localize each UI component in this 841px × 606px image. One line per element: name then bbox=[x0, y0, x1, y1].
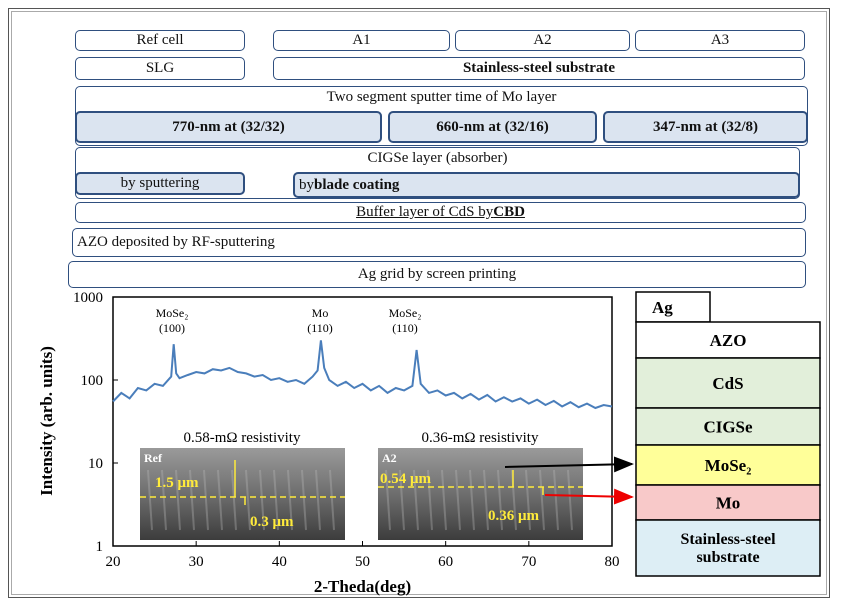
sem-texture bbox=[231, 469, 237, 531]
peak-label: MoSe₂ bbox=[389, 306, 422, 320]
box: 660-nm at (32/16) bbox=[388, 111, 597, 143]
inset-tag: Ref bbox=[144, 451, 163, 465]
box: Buffer layer of CdS by CBD bbox=[75, 202, 806, 223]
sem-texture bbox=[469, 469, 475, 531]
sem-texture bbox=[259, 469, 265, 531]
sem-image bbox=[140, 448, 345, 540]
sem-texture bbox=[413, 469, 419, 531]
layer-label: Mo bbox=[716, 494, 741, 513]
box: A2 bbox=[455, 30, 630, 51]
inset-tag: A2 bbox=[382, 451, 397, 465]
sem-texture bbox=[287, 469, 293, 531]
inset-label: 0.36 μm bbox=[488, 508, 540, 524]
sem-texture bbox=[567, 469, 573, 531]
y-tick-label: 100 bbox=[81, 373, 104, 389]
sem-texture bbox=[161, 469, 167, 531]
box: SLG bbox=[75, 57, 245, 80]
layer bbox=[635, 484, 821, 521]
sem-texture bbox=[455, 469, 461, 531]
text: blade coating bbox=[314, 176, 400, 193]
box: AZO deposited by RF-sputtering bbox=[72, 228, 806, 257]
layer-label: MoSe₂ bbox=[705, 456, 752, 475]
sem-texture bbox=[217, 469, 223, 531]
text: by bbox=[299, 176, 314, 193]
box: Ref cell bbox=[75, 30, 245, 51]
box: 347-nm at (32/8) bbox=[603, 111, 808, 143]
frame bbox=[8, 8, 830, 598]
y-tick-label: 10 bbox=[88, 456, 103, 472]
xrd-line bbox=[112, 340, 613, 410]
stack-tab-label: Ag bbox=[652, 298, 673, 317]
peak-label: Mo bbox=[312, 306, 329, 320]
layer-label: CdS bbox=[712, 374, 743, 393]
inset-label: 0.3 μm bbox=[250, 514, 294, 530]
layer bbox=[635, 321, 821, 359]
layer-label: AZO bbox=[710, 331, 747, 350]
sem-texture bbox=[147, 469, 153, 531]
layer-label: CIGSe bbox=[703, 418, 753, 437]
inset-title: 0.36-mΩ resistivity bbox=[422, 430, 539, 446]
x-tick-label: 50 bbox=[355, 554, 370, 570]
sem-texture bbox=[301, 469, 307, 531]
box: A1 bbox=[273, 30, 450, 51]
text: CBD bbox=[493, 204, 525, 220]
box: Stainless-steel substrate bbox=[273, 57, 805, 80]
x-tick-label: 80 bbox=[605, 554, 620, 570]
peak-label: (110) bbox=[307, 321, 333, 335]
x-tick-label: 40 bbox=[272, 554, 287, 570]
box: by blade coating bbox=[293, 172, 800, 198]
peak-label: (100) bbox=[159, 321, 185, 335]
sem-texture bbox=[245, 469, 251, 531]
layer bbox=[635, 407, 821, 446]
sem-texture bbox=[497, 469, 503, 531]
stack-tab bbox=[635, 291, 711, 323]
sem-texture bbox=[539, 469, 545, 531]
box: A3 bbox=[635, 30, 805, 51]
arrow bbox=[504, 456, 634, 473]
peak-label: (110) bbox=[392, 321, 418, 335]
layer bbox=[635, 444, 821, 486]
layer-label: Stainless-steel substrate bbox=[680, 531, 776, 566]
inset-title: 0.58-mΩ resistivity bbox=[184, 430, 301, 446]
layer-label-line: Stainless-steel bbox=[680, 531, 776, 548]
sem-texture bbox=[525, 469, 531, 531]
y-axis-label: Intensity (arb. units) bbox=[37, 346, 56, 496]
y-tick-label: 1 bbox=[96, 539, 104, 555]
sem-texture bbox=[189, 469, 195, 531]
x-tick-label: 60 bbox=[438, 554, 453, 570]
layer bbox=[635, 519, 821, 577]
text: Buffer layer of CdS by bbox=[356, 204, 494, 220]
x-axis-label: 2-Theda(deg) bbox=[314, 577, 411, 596]
x-tick-label: 30 bbox=[189, 554, 204, 570]
arrow bbox=[544, 488, 634, 505]
x-tick-label: 70 bbox=[521, 554, 536, 570]
peak-label: MoSe₂ bbox=[156, 306, 189, 320]
sem-texture bbox=[315, 469, 321, 531]
layer-label-line: substrate bbox=[696, 549, 759, 566]
box: 770-nm at (32/32) bbox=[75, 111, 382, 143]
box: by sputtering bbox=[75, 172, 245, 195]
sem-image bbox=[378, 448, 583, 540]
sem-texture bbox=[427, 469, 433, 531]
sem-texture bbox=[441, 469, 447, 531]
sem-texture bbox=[175, 469, 181, 531]
sem-texture bbox=[399, 469, 405, 531]
inset-label: 0.54 μm bbox=[380, 471, 432, 487]
sem-texture bbox=[553, 469, 559, 531]
inset-label: 1.5 μm bbox=[155, 475, 199, 491]
box: Ag grid by screen printing bbox=[68, 261, 806, 288]
sem-texture bbox=[203, 469, 209, 531]
layer bbox=[635, 357, 821, 409]
sem-texture bbox=[385, 469, 391, 531]
sem-texture bbox=[329, 469, 335, 531]
sem-texture bbox=[483, 469, 489, 531]
y-tick-label: 1000 bbox=[73, 290, 103, 306]
x-tick-label: 20 bbox=[106, 554, 121, 570]
sem-texture bbox=[273, 469, 279, 531]
